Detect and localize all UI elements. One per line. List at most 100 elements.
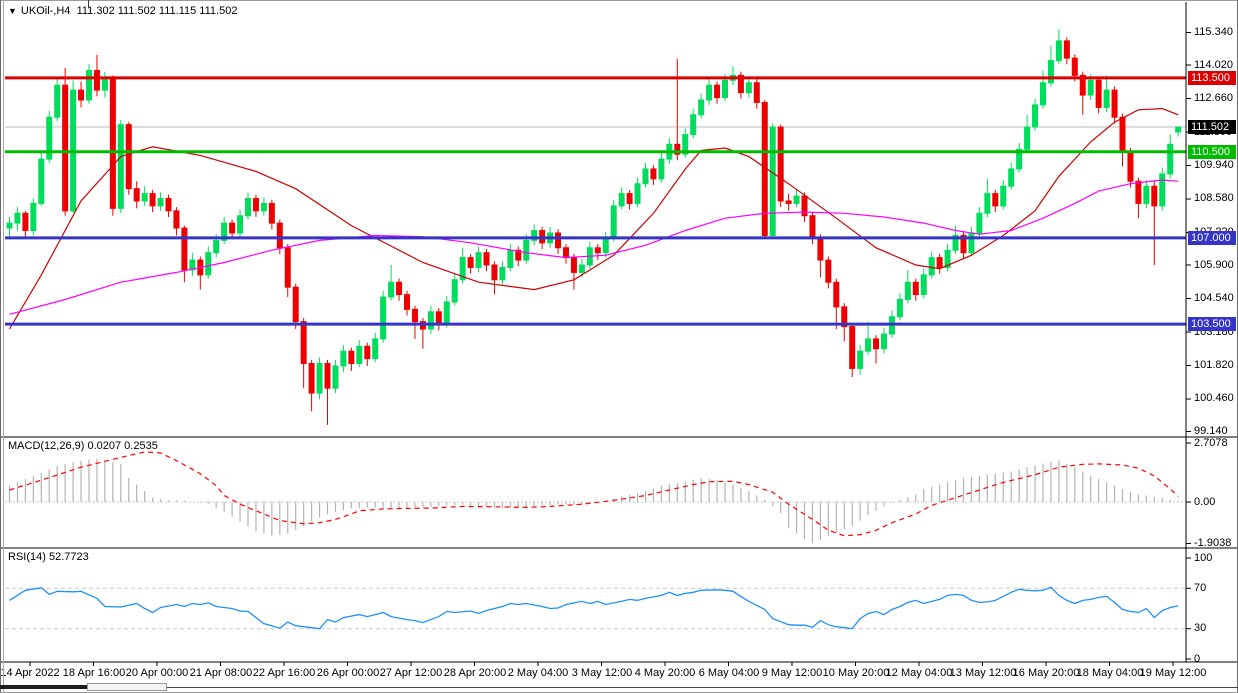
time-tick-label[interactable]: 13 May 12:00: [949, 667, 1017, 679]
time-tick-label[interactable]: 12 May 04:00: [885, 667, 953, 679]
ma-slow-magenta: [9, 179, 1179, 315]
candle-bull: [260, 202, 267, 212]
candle-bull: [189, 259, 196, 271]
candle-bull: [769, 126, 776, 236]
candle-bear: [809, 215, 816, 239]
price-level-badge: 113.500: [1188, 71, 1236, 85]
candle-bear: [491, 264, 498, 281]
candle-bear: [1119, 116, 1126, 153]
candle-bear: [109, 77, 116, 209]
time-tick-label[interactable]: 28 Apr 20:00: [443, 667, 507, 679]
price-tick-label: 115.340: [1194, 26, 1233, 38]
candle-bull: [1087, 79, 1094, 96]
candle-bull: [380, 296, 387, 340]
candle-bear: [849, 326, 856, 369]
candle-bull: [706, 84, 713, 101]
time-tick-label[interactable]: 21 Apr 08:00: [189, 667, 253, 679]
scrollbar-thumb[interactable]: [87, 683, 167, 691]
candle-bear: [777, 126, 784, 202]
time-tick-label[interactable]: 19 May 12:00: [1139, 667, 1207, 679]
candle-bear: [801, 195, 808, 217]
candle-bear: [1151, 185, 1158, 207]
candle-bull: [340, 350, 347, 367]
candle-bear: [348, 350, 355, 365]
candle-bull: [984, 193, 991, 214]
candle-bear: [173, 210, 180, 229]
price-tick-label: 112.660: [1194, 92, 1233, 104]
candle-bull: [30, 202, 37, 232]
candle-bull: [1167, 143, 1174, 175]
candle-bear: [483, 252, 490, 266]
candle-bull: [618, 193, 625, 207]
time-tick-label[interactable]: 18 Apr 16:00: [62, 667, 126, 679]
candle-bull: [722, 79, 728, 99]
macd-tick-label: 0.00: [1194, 496, 1216, 508]
candle-bull: [682, 133, 689, 155]
price-level-badge: 103.500: [1188, 317, 1236, 331]
candle-bear: [252, 198, 259, 212]
candle-bull: [507, 249, 514, 268]
time-tick-label[interactable]: 14 Apr 2022: [0, 667, 60, 679]
time-tick-label[interactable]: 20 Apr 00:00: [125, 667, 189, 679]
candle-bear: [276, 222, 283, 249]
rsi-tick-label: 100: [1194, 552, 1213, 564]
time-tick-label[interactable]: 2 May 04:00: [507, 667, 569, 679]
candle-bull: [443, 301, 450, 325]
candle-bull: [475, 252, 482, 268]
time-tick-label[interactable]: 9 May 12:00: [761, 667, 823, 679]
candle-bear: [22, 212, 29, 232]
candle-bull: [213, 239, 220, 254]
candle-bull: [237, 215, 244, 234]
time-tick-label[interactable]: 22 Apr 16:00: [252, 667, 316, 679]
candle-bear: [570, 257, 577, 273]
candle-bear: [936, 257, 943, 268]
candle-bear: [396, 281, 403, 296]
candle-bear: [268, 202, 275, 224]
window-border-left-inner: [3, 0, 4, 693]
candle-bear: [125, 124, 132, 190]
candle-bull: [1024, 126, 1031, 150]
time-tick-label[interactable]: 26 Apr 00:00: [316, 667, 380, 679]
candle-bear: [833, 281, 840, 308]
price-tick-label: 114.020: [1194, 59, 1233, 71]
price-tick-label: 100.460: [1194, 392, 1234, 404]
time-tick-label[interactable]: 4 May 20:00: [634, 667, 696, 679]
candle-bull: [14, 212, 21, 224]
price-tick-label: 101.820: [1194, 359, 1234, 371]
time-tick-label[interactable]: 10 May 20:00: [822, 667, 890, 679]
candle-bear: [404, 294, 410, 310]
candle-bear: [594, 247, 601, 254]
candle-bear: [284, 247, 291, 288]
candle-bull: [690, 114, 697, 135]
scrollbar-filled-segment: [0, 685, 87, 689]
symbol-title: ▼ UKOil-,H4 111.302 111.502 111.115 111.5…: [8, 5, 237, 17]
candle-bear: [229, 222, 236, 234]
chevron-down-icon[interactable]: ▼: [8, 6, 17, 16]
candle-bear: [181, 227, 188, 271]
price-tick-label: 109.940: [1194, 159, 1234, 171]
time-tick-label[interactable]: 16 May 20:00: [1012, 667, 1080, 679]
candle-bull: [531, 230, 538, 241]
candle-bull: [6, 222, 13, 229]
candle-bear: [1063, 40, 1070, 59]
candle-bear: [467, 257, 474, 268]
candle-bull: [1047, 60, 1054, 84]
candle-bear: [674, 143, 681, 155]
time-tick-label[interactable]: 3 May 12:00: [571, 667, 633, 679]
candle-bear: [1071, 57, 1078, 76]
candle-bear: [737, 74, 744, 94]
scrollbar-track[interactable]: [167, 687, 1238, 688]
candle-bear: [555, 232, 562, 249]
rsi-indicator-label: RSI(14) 52.7723: [8, 551, 89, 563]
candle-bear: [714, 84, 721, 99]
candle-bear: [817, 237, 824, 261]
candle-bull: [86, 69, 92, 101]
rsi-line: [9, 586, 1179, 630]
candle-bull: [610, 205, 617, 239]
time-tick-label[interactable]: 6 May 04:00: [698, 667, 760, 679]
time-tick-label[interactable]: 27 Apr 12:00: [379, 667, 443, 679]
time-tick-label[interactable]: 18 May 04:00: [1076, 667, 1144, 679]
macd-signal-line: [9, 451, 1179, 537]
